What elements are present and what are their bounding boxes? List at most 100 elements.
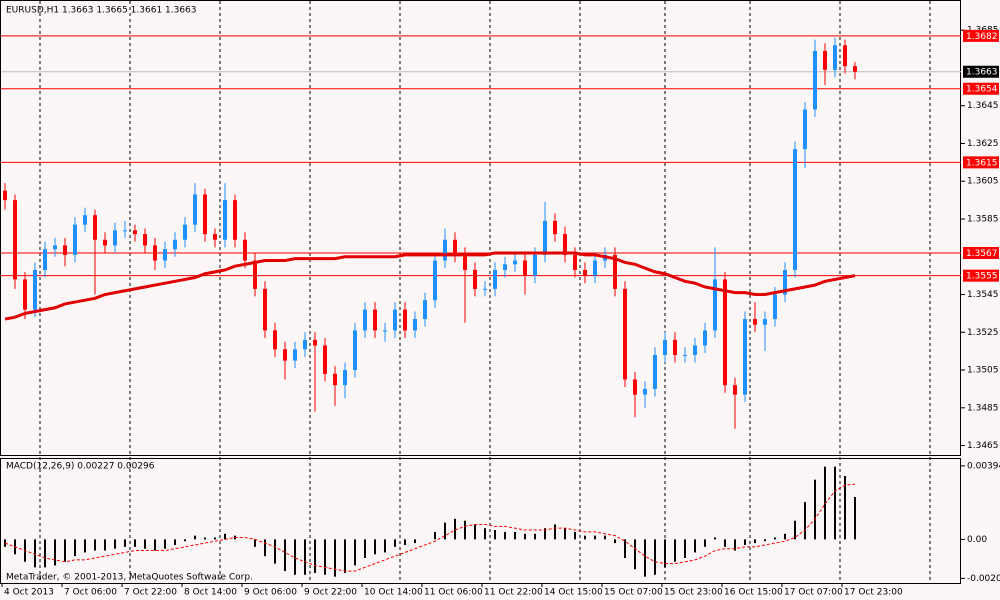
candle-body (573, 254, 577, 270)
candle-body (133, 230, 137, 235)
candle-body (163, 249, 167, 261)
x-tick-label: 7 Oct 22:00 (124, 588, 177, 598)
level-label: 1.3615 (966, 158, 998, 168)
candle-body (643, 388, 647, 395)
candle-body (333, 373, 337, 386)
candle-body (443, 239, 447, 261)
candle-body (383, 330, 387, 332)
candle-body (473, 269, 477, 289)
macd-panel-frame (0, 458, 961, 584)
candle-body (743, 319, 747, 395)
candle-body (463, 254, 467, 270)
candle-body (393, 309, 397, 331)
candle-body (23, 279, 27, 310)
candle-body (753, 319, 757, 325)
level-label: 1.3567 (966, 249, 998, 259)
candle-body (453, 239, 457, 255)
candle-body (523, 260, 527, 276)
candle-body (123, 230, 127, 232)
candle-body (243, 239, 247, 261)
last-price-label: 1.3663 (966, 68, 998, 78)
x-tick-label: 14 Oct 15:00 (544, 588, 603, 598)
candle-body (283, 349, 287, 361)
candle-body (153, 245, 157, 261)
candle-body (173, 239, 177, 250)
y-tick-label: -0.00209 (967, 574, 1000, 584)
candle-body (733, 385, 737, 395)
candle-body (363, 309, 367, 331)
candle-body (663, 339, 667, 355)
macd-title: MACD(12,26,9) 0.00227 0.00296 (6, 462, 155, 472)
candle-body (273, 330, 277, 350)
candle-body (653, 354, 657, 389)
price-panel-frame (0, 0, 961, 456)
candle-body (203, 194, 207, 235)
x-tick-label: 8 Oct 14:00 (184, 588, 237, 598)
x-tick-label: 16 Oct 15:00 (724, 588, 783, 598)
candle-body (293, 349, 297, 361)
candle-body (793, 149, 797, 270)
candle-body (823, 50, 827, 70)
candle-body (623, 288, 627, 380)
y-tick-label: 0.00 (967, 535, 987, 545)
candle-body (313, 339, 317, 346)
candle-body (423, 300, 427, 320)
candle-body (53, 245, 57, 250)
candle-body (493, 269, 497, 289)
x-tick-label: 9 Oct 06:00 (244, 588, 297, 598)
candle-body (703, 330, 707, 346)
candle-body (73, 224, 77, 255)
y-tick-label: 1.3625 (967, 139, 999, 149)
candle-body (373, 309, 377, 331)
level-label: 1.3682 (966, 32, 998, 42)
candle-body (633, 379, 637, 395)
signal-line (4, 483, 856, 572)
candle-body (713, 279, 717, 331)
candle-body (513, 260, 517, 265)
candle-body (103, 239, 107, 246)
y-tick-label: 1.3525 (967, 328, 999, 338)
x-tick-label: 11 Oct 22:00 (484, 588, 543, 598)
x-tick-label: 11 Oct 06:00 (424, 588, 483, 598)
candle-body (693, 345, 697, 355)
candle-body (433, 260, 437, 301)
day-separators (39, 1, 931, 583)
candle-body (263, 288, 267, 331)
candle-body (343, 370, 347, 386)
candle-body (3, 190, 7, 201)
candle-body (593, 260, 597, 276)
x-tick-label: 9 Oct 22:00 (304, 588, 357, 598)
y-tick-label: 1.3585 (967, 215, 999, 225)
x-tick-label: 15 Oct 23:00 (664, 588, 723, 598)
level-label-box (963, 269, 999, 282)
x-tick-label: 7 Oct 06:00 (64, 588, 117, 598)
x-tick-label: 4 Oct 2013 (4, 588, 54, 598)
x-tick-label: 17 Oct 07:00 (784, 588, 843, 598)
candle-body (323, 345, 327, 374)
candle-body (853, 66, 857, 72)
level-label-box (963, 82, 999, 95)
candle-body (553, 220, 557, 235)
candle-body (193, 194, 197, 225)
candle-body (213, 234, 217, 240)
candle-body (33, 269, 37, 310)
candle-body (803, 109, 807, 150)
level-label-box (963, 156, 999, 169)
copyright: MetaTrader, © 2001-2013, MetaQuotes Soft… (6, 573, 253, 583)
y-tick-label: 1.3505 (967, 366, 999, 376)
candle-body (613, 254, 617, 289)
candle-body (253, 260, 257, 289)
moving-average (4, 251, 856, 321)
candle-body (113, 230, 117, 246)
candle-body (353, 330, 357, 371)
candle-body (483, 288, 487, 290)
candle-body (143, 234, 147, 246)
chart-title: EURUSD,H1 1.3663 1.3665 1.3661 1.3663 (6, 6, 197, 16)
y-tick-label: 1.3545 (967, 290, 999, 300)
candle-body (833, 45, 837, 70)
candle-body (723, 279, 727, 386)
candle-body (683, 354, 687, 356)
candle-body (83, 215, 87, 225)
